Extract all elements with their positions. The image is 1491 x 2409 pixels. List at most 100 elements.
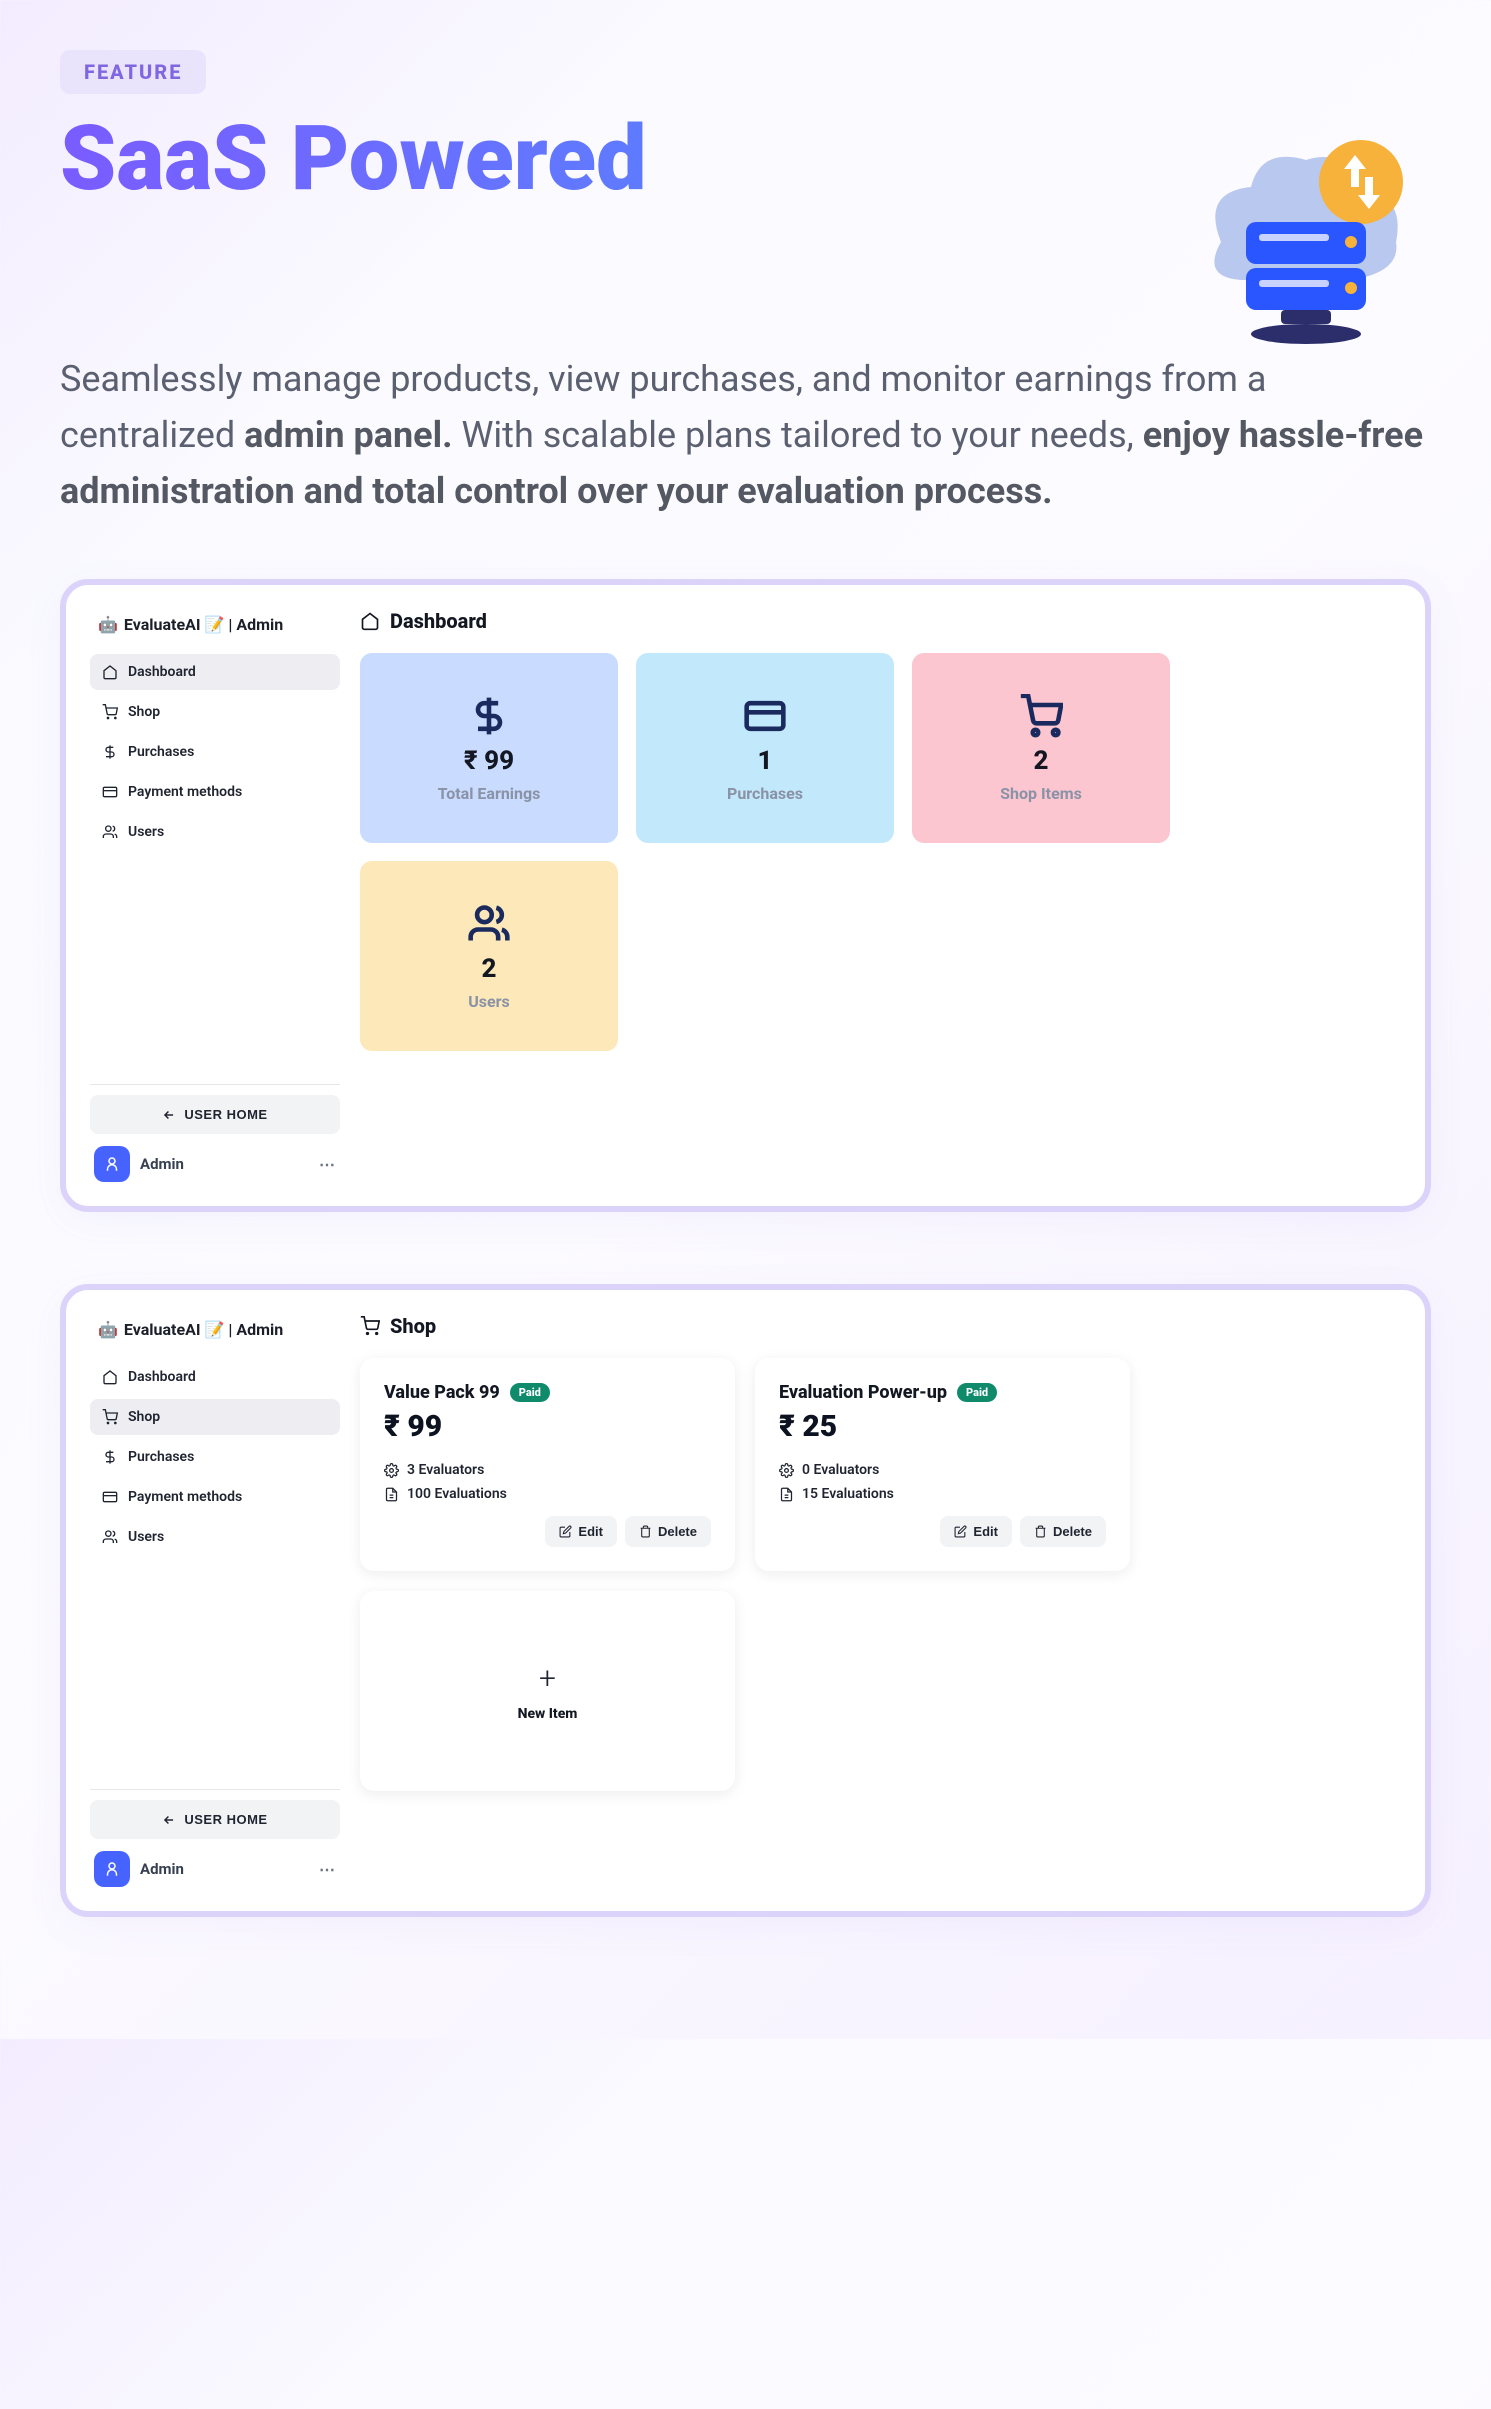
nav-label: Purchases — [128, 1449, 194, 1465]
user-icon — [103, 1155, 121, 1173]
brand-icon: 🤖 — [98, 615, 118, 634]
sidebar-item-users[interactable]: Users — [90, 1519, 340, 1555]
shop-evaluators-text: 3 Evaluators — [407, 1462, 484, 1478]
stat-label: Shop Items — [1000, 784, 1082, 803]
user-home-button[interactable]: USER HOME — [90, 1095, 340, 1134]
new-item-card[interactable]: + New Item — [360, 1591, 735, 1791]
home-icon — [360, 611, 380, 631]
sidebar-item-shop[interactable]: Shop — [90, 1399, 340, 1435]
shop-evaluations-text: 100 Evaluations — [407, 1486, 507, 1502]
hero-desc-b: admin panel. — [244, 414, 452, 456]
credit-card-icon — [102, 784, 118, 800]
edit-label: Edit — [973, 1524, 998, 1539]
more-icon[interactable]: ⋯ — [319, 1155, 336, 1174]
brand-icon: 🤖 — [98, 1320, 118, 1339]
delete-button[interactable]: Delete — [1020, 1516, 1106, 1547]
cart-icon — [102, 704, 118, 720]
file-icon — [779, 1487, 794, 1502]
shop-title: Shop — [390, 1314, 436, 1338]
sidebar-item-payment[interactable]: Payment methods — [90, 1479, 340, 1515]
admin-name: Admin — [140, 1860, 309, 1878]
shop-card: Evaluation Power-up Paid ₹ 25 0 Evaluato… — [755, 1358, 1130, 1571]
stats-grid: ₹ 99 Total Earnings 1 Purchases 2 Shop I… — [360, 653, 1401, 1051]
paid-badge: Paid — [957, 1383, 997, 1402]
user-icon — [103, 1860, 121, 1878]
edit-button[interactable]: Edit — [545, 1516, 617, 1547]
hero-title: SaaS Powered — [60, 112, 647, 207]
user-home-label: USER HOME — [184, 1107, 267, 1122]
stat-value: 2 — [1034, 746, 1049, 776]
shop-evaluators-text: 0 Evaluators — [802, 1462, 879, 1478]
user-home-button[interactable]: USER HOME — [90, 1800, 340, 1839]
delete-label: Delete — [1053, 1524, 1092, 1539]
paid-badge: Paid — [510, 1383, 550, 1402]
cart-icon — [360, 1316, 380, 1336]
shop-card-title: Value Pack 99 — [384, 1382, 500, 1403]
sidebar-nav: Dashboard Shop Purchases Payment methods… — [90, 1359, 340, 1559]
stat-value: 2 — [482, 954, 497, 984]
credit-card-icon — [102, 1489, 118, 1505]
nav-label: Shop — [128, 704, 160, 720]
dashboard-header: Dashboard — [360, 609, 1401, 633]
shop-card-title: Evaluation Power-up — [779, 1382, 947, 1403]
stat-users[interactable]: 2 Users — [360, 861, 618, 1051]
shop-header: Shop — [360, 1314, 1401, 1338]
stat-shop-items[interactable]: 2 Shop Items — [912, 653, 1170, 843]
cart-icon — [102, 1409, 118, 1425]
admin-avatar[interactable] — [94, 1146, 130, 1182]
edit-label: Edit — [578, 1524, 603, 1539]
sidebar-item-dashboard[interactable]: Dashboard — [90, 654, 340, 690]
delete-label: Delete — [658, 1524, 697, 1539]
hero-row: SaaS Powered — [60, 112, 1431, 352]
admin-row: Admin ⋯ — [90, 1134, 340, 1182]
hero-illustration — [1151, 112, 1431, 352]
gear-icon — [779, 1463, 794, 1478]
sidebar-nav: Dashboard Shop Purchases Payment methods… — [90, 654, 340, 854]
stat-purchases[interactable]: 1 Purchases — [636, 653, 894, 843]
admin-row: Admin ⋯ — [90, 1839, 340, 1887]
sidebar-item-payment[interactable]: Payment methods — [90, 774, 340, 810]
nav-label: Dashboard — [128, 1369, 196, 1385]
shop-panel: 🤖 EvaluateAI 📝 | Admin Dashboard Shop Pu… — [60, 1284, 1431, 1917]
more-icon[interactable]: ⋯ — [319, 1860, 336, 1879]
gear-icon — [384, 1463, 399, 1478]
sidebar-item-dashboard[interactable]: Dashboard — [90, 1359, 340, 1395]
delete-button[interactable]: Delete — [625, 1516, 711, 1547]
sidebar-item-users[interactable]: Users — [90, 814, 340, 850]
trash-icon — [639, 1525, 652, 1538]
hero-description: Seamlessly manage products, view purchas… — [60, 352, 1431, 519]
nav-label: Users — [128, 824, 164, 840]
brand: 🤖 EvaluateAI 📝 | Admin — [90, 1314, 340, 1359]
arrow-left-icon — [162, 1108, 176, 1122]
dashboard-title: Dashboard — [390, 609, 487, 633]
trash-icon — [1034, 1525, 1047, 1538]
dollar-icon — [102, 1449, 118, 1465]
shop-evaluations-text: 15 Evaluations — [802, 1486, 894, 1502]
sidebar-item-purchases[interactable]: Purchases — [90, 734, 340, 770]
stat-value: ₹ 99 — [464, 746, 514, 776]
sidebar-item-purchases[interactable]: Purchases — [90, 1439, 340, 1475]
edit-icon — [954, 1525, 967, 1538]
sidebar-item-shop[interactable]: Shop — [90, 694, 340, 730]
users-icon — [102, 824, 118, 840]
sidebar: 🤖 EvaluateAI 📝 | Admin Dashboard Shop Pu… — [90, 1314, 340, 1887]
stat-earnings[interactable]: ₹ 99 Total Earnings — [360, 653, 618, 843]
admin-avatar[interactable] — [94, 1851, 130, 1887]
shop-evaluations: 15 Evaluations — [779, 1486, 1106, 1502]
nav-label: Payment methods — [128, 1489, 242, 1505]
sidebar: 🤖 EvaluateAI 📝 | Admin Dashboard Shop Pu… — [90, 609, 340, 1182]
hero-desc-c: With scalable plans tailored to your nee… — [453, 414, 1143, 456]
divider — [90, 1084, 340, 1085]
nav-label: Purchases — [128, 744, 194, 760]
nav-label: Shop — [128, 1409, 160, 1425]
brand-text: EvaluateAI 📝 | Admin — [124, 615, 283, 634]
stat-label: Total Earnings — [438, 784, 541, 803]
credit-card-icon — [743, 694, 787, 738]
shop-price: ₹ 25 — [779, 1409, 1106, 1444]
brand-text: EvaluateAI 📝 | Admin — [124, 1320, 283, 1339]
stat-value: 1 — [758, 746, 773, 776]
dashboard-main: Dashboard ₹ 99 Total Earnings 1 Purchase… — [360, 609, 1401, 1182]
edit-button[interactable]: Edit — [940, 1516, 1012, 1547]
arrow-left-icon — [162, 1813, 176, 1827]
shop-evaluations: 100 Evaluations — [384, 1486, 711, 1502]
